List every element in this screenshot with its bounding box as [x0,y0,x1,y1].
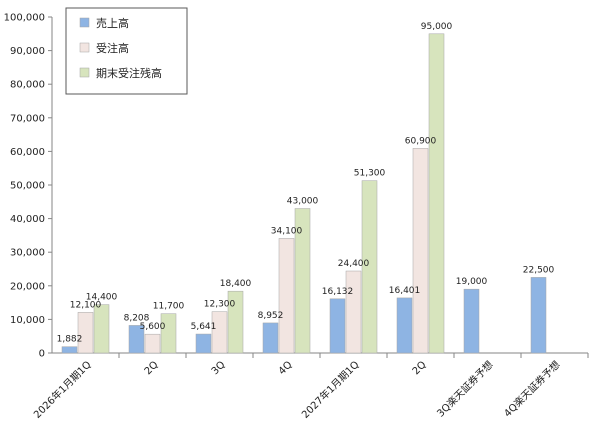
x-category-label: 2Q [143,359,161,377]
bar-受注高 [144,333,161,354]
x-category-label: 2026年1月期1Q [31,358,94,421]
legend-label: 期末受注残高 [96,66,162,80]
bar-売上高 [195,333,212,354]
y-tick-label: 90,000 [10,46,45,57]
data-label: 22,500 [523,265,555,275]
x-category-label: 2027年1月期1Q [299,358,362,421]
y-tick-label: 60,000 [10,147,45,158]
data-label: 11,700 [153,302,185,312]
bar-期末受注残高 [294,208,311,354]
bar-売上高 [61,346,78,354]
bars [61,33,547,354]
data-label: 95,000 [421,22,453,32]
bar-売上高 [128,325,145,354]
y-tick-label: 30,000 [10,248,45,259]
bar-売上高 [463,288,480,354]
y-tick-label: 100,000 [4,13,45,24]
data-label: 19,000 [456,277,488,287]
y-tick-label: 50,000 [10,181,45,192]
legend-swatch [79,17,90,28]
legend-label: 売上高 [96,16,129,30]
bar-売上高 [530,277,547,354]
legend-swatch [79,42,90,53]
data-label: 12,100 [70,300,102,310]
y-tick-label: 80,000 [10,80,45,91]
legend-swatch [79,67,90,78]
data-label: 16,401 [389,286,421,296]
y-tick-label: 0 [39,349,45,360]
bar-受注高 [211,311,228,354]
bar-売上高 [329,298,346,354]
bar-期末受注残高 [160,313,177,354]
bar-期末受注残高 [361,180,378,354]
x-category-label: 3Q楽天証券予想 [434,358,496,420]
bar-受注高 [77,312,94,354]
y-tick-label: 20,000 [10,281,45,292]
y-tick-label: 70,000 [10,113,45,124]
data-label: 8,208 [124,313,150,323]
bar-売上高 [262,322,279,354]
data-label: 1,882 [57,335,83,345]
bar-期末受注残高 [93,304,110,354]
data-label: 12,300 [204,300,236,310]
legend-label: 受注高 [96,41,129,55]
bar-受注高 [278,238,295,354]
y-tick-label: 10,000 [10,315,45,326]
data-label: 8,952 [258,311,284,321]
bar-売上高 [396,297,413,354]
data-label: 51,300 [354,169,386,179]
data-label: 43,000 [287,197,319,207]
data-label: 16,132 [322,287,354,297]
x-category-label: 4Q楽天証券予想 [501,358,563,420]
data-label: 14,400 [86,293,118,303]
y-tick-label: 40,000 [10,214,45,225]
x-category-label: 4Q [277,359,295,377]
x-category-label: 3Q [210,359,228,377]
data-label: 5,600 [140,322,166,332]
data-label: 24,400 [338,259,370,269]
data-label: 18,400 [220,279,252,289]
data-label: 34,100 [271,226,303,236]
bar-期末受注残高 [428,33,445,354]
data-label: 5,641 [191,322,217,332]
data-label: 60,900 [405,136,437,146]
x-category-label: 2Q [411,359,429,377]
bar-受注高 [412,148,429,354]
bar-期末受注残高 [227,290,244,354]
bar-受注高 [345,270,362,354]
